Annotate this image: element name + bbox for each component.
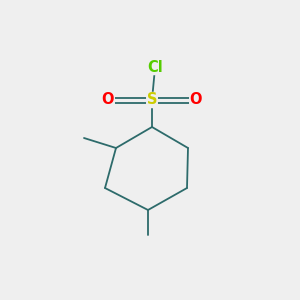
Text: O: O xyxy=(190,92,202,107)
Text: O: O xyxy=(102,92,114,107)
Text: Cl: Cl xyxy=(147,59,163,74)
Text: S: S xyxy=(147,92,157,107)
